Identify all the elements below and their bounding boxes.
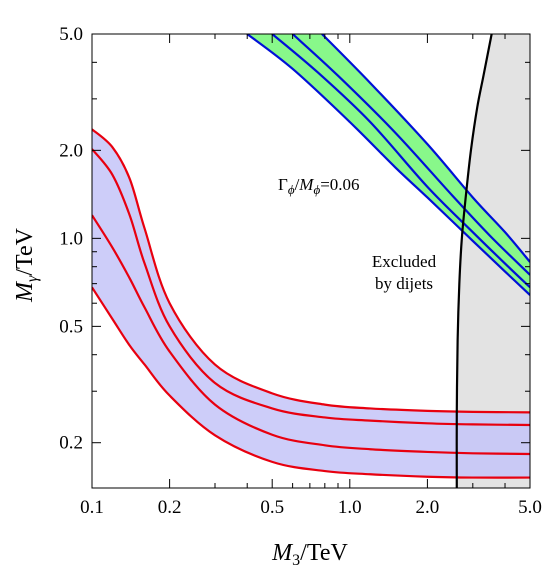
y-tick-label: 2.0 [59, 140, 83, 161]
red-curve-3 [92, 214, 530, 456]
x-tick-label: 5.0 [518, 497, 542, 518]
axis-ticks: 0.1 0.2 0.5 1.0 2.0 5.0 0.2 0.5 1.0 2.0 5.0 [59, 24, 542, 518]
y-axis-label-main: M [12, 280, 38, 303]
width-ratio-label: Γϕ/Mϕ=0.06 [278, 175, 360, 197]
blue-curve-1 [246, 34, 530, 296]
y-axis-label-rest: /TeV [12, 227, 38, 275]
width-ratio-m: M [298, 175, 314, 194]
y-tick-label: 5.0 [59, 24, 83, 45]
excluded-label-line-2: by dijets [375, 274, 433, 293]
width-ratio-slash: / [295, 175, 300, 194]
blue-curve-4 [321, 34, 530, 263]
y-axis-label: Mγ/TeV [12, 227, 41, 303]
red-curve-1 [92, 128, 530, 414]
x-tick-label: 0.2 [158, 497, 182, 518]
width-ratio-gamma-sub: ϕ [288, 182, 295, 197]
x-axis-label-main: M [271, 540, 294, 566]
y-tick-label: 0.5 [59, 316, 83, 337]
excluded-label-line-1: Excluded [372, 252, 437, 271]
width-ratio-m-sub: ϕ [313, 182, 320, 197]
plot-area [91, 33, 531, 489]
width-ratio-gamma: Γ [278, 175, 288, 194]
x-axis-label-sub: 3 [292, 552, 300, 568]
y-tick-label: 0.2 [59, 433, 83, 454]
x-tick-label: 2.0 [416, 497, 440, 518]
blue-curve-2 [271, 34, 530, 289]
x-tick-label: 0.5 [260, 497, 284, 518]
y-tick-label: 1.0 [59, 228, 83, 249]
plot-frame [91, 33, 531, 489]
y-axis-label-sub: γ [24, 275, 41, 282]
dijet-exclusion-boundary [455, 34, 493, 488]
width-ratio-value: =0.06 [320, 175, 359, 194]
red-curve-2 [92, 148, 530, 427]
blue-curve-3 [291, 34, 530, 276]
x-tick-label: 1.0 [338, 497, 362, 518]
x-tick-label: 0.1 [80, 497, 104, 518]
red-curve-4 [92, 286, 530, 479]
x-axis-label: M3/TeV [271, 540, 348, 568]
x-axis-label-rest: /TeV [300, 540, 348, 566]
